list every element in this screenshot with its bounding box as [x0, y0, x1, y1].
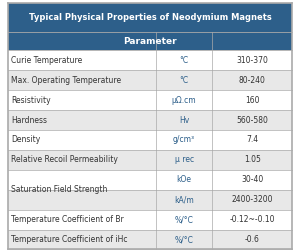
Text: -0.6: -0.6 — [245, 235, 260, 244]
Text: °C: °C — [179, 56, 189, 65]
Text: g/cm³: g/cm³ — [173, 135, 195, 144]
Text: Resistivity: Resistivity — [11, 96, 51, 105]
Text: %/°C: %/°C — [175, 215, 194, 224]
Bar — [8, 90, 292, 110]
Text: Temperature Coefficient of iHc: Temperature Coefficient of iHc — [11, 235, 128, 244]
Text: Typical Physical Properties of Neodymium Magnets: Typical Physical Properties of Neodymium… — [28, 13, 272, 22]
Bar — [8, 150, 292, 170]
Text: Curie Temperature: Curie Temperature — [11, 56, 83, 65]
Bar — [8, 3, 292, 33]
Text: 2400-3200: 2400-3200 — [232, 195, 273, 204]
Text: 310-370: 310-370 — [236, 56, 268, 65]
Text: 560-580: 560-580 — [236, 115, 268, 124]
Bar — [8, 230, 292, 249]
Text: Density: Density — [11, 135, 41, 144]
Bar — [8, 110, 292, 130]
Text: °C: °C — [179, 76, 189, 85]
Text: Relative Recoil Permeability: Relative Recoil Permeability — [11, 155, 118, 164]
Text: kA/m: kA/m — [174, 195, 194, 204]
Text: Max. Operating Temperature: Max. Operating Temperature — [11, 76, 122, 85]
Text: Saturation Field Strength: Saturation Field Strength — [11, 185, 108, 194]
Text: Temperature Coefficient of Br: Temperature Coefficient of Br — [11, 215, 124, 224]
Text: 160: 160 — [245, 96, 260, 105]
Bar — [8, 33, 292, 50]
Text: 80-240: 80-240 — [239, 76, 266, 85]
Bar — [8, 190, 292, 210]
Text: Parameter: Parameter — [123, 37, 177, 46]
Bar — [8, 170, 292, 190]
Text: -0.12~-0.10: -0.12~-0.10 — [230, 215, 275, 224]
Bar — [8, 210, 292, 230]
Text: Hardness: Hardness — [11, 115, 47, 124]
Text: μΩ.cm: μΩ.cm — [172, 96, 196, 105]
Text: 1.05: 1.05 — [244, 155, 261, 164]
Text: Hv: Hv — [179, 115, 189, 124]
Bar — [8, 50, 292, 70]
Bar — [8, 70, 292, 90]
Text: kOe: kOe — [177, 175, 192, 184]
Bar — [8, 130, 292, 150]
Text: μ rec: μ rec — [175, 155, 194, 164]
Text: 7.4: 7.4 — [246, 135, 258, 144]
Text: 30-40: 30-40 — [241, 175, 263, 184]
Text: %/°C: %/°C — [175, 235, 194, 244]
